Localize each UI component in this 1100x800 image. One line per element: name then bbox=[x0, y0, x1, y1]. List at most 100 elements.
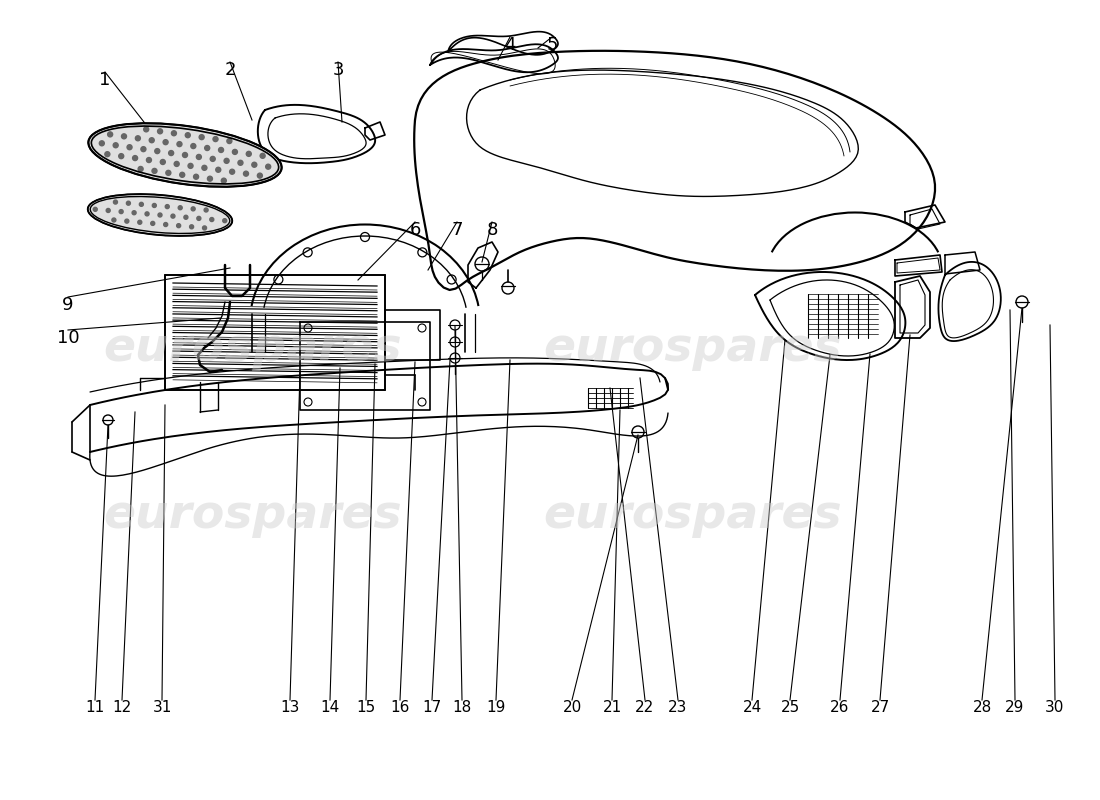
Circle shape bbox=[189, 225, 194, 229]
Circle shape bbox=[145, 212, 149, 216]
Circle shape bbox=[221, 178, 227, 183]
Text: 8: 8 bbox=[486, 221, 497, 239]
Text: 2: 2 bbox=[224, 61, 235, 79]
Circle shape bbox=[197, 154, 201, 159]
Circle shape bbox=[138, 220, 142, 224]
Text: 20: 20 bbox=[562, 701, 582, 715]
Circle shape bbox=[119, 154, 123, 158]
Circle shape bbox=[224, 158, 229, 163]
Text: eurospares: eurospares bbox=[103, 326, 403, 370]
Text: 17: 17 bbox=[422, 701, 441, 715]
Circle shape bbox=[158, 213, 162, 217]
Circle shape bbox=[232, 150, 238, 154]
Circle shape bbox=[121, 134, 126, 139]
Circle shape bbox=[266, 164, 271, 169]
Circle shape bbox=[243, 171, 249, 176]
Circle shape bbox=[199, 134, 205, 140]
Circle shape bbox=[151, 222, 155, 226]
Text: 30: 30 bbox=[1045, 701, 1065, 715]
Text: eurospares: eurospares bbox=[543, 326, 843, 370]
Text: 5: 5 bbox=[547, 36, 558, 54]
Circle shape bbox=[238, 160, 243, 166]
Circle shape bbox=[139, 166, 143, 171]
Ellipse shape bbox=[88, 194, 232, 236]
Circle shape bbox=[190, 143, 196, 149]
Text: 26: 26 bbox=[830, 701, 849, 715]
Circle shape bbox=[202, 166, 207, 170]
Circle shape bbox=[155, 149, 160, 154]
Circle shape bbox=[230, 170, 234, 174]
Text: 27: 27 bbox=[870, 701, 890, 715]
Circle shape bbox=[202, 226, 207, 230]
Circle shape bbox=[174, 162, 179, 166]
Text: 18: 18 bbox=[452, 701, 472, 715]
Circle shape bbox=[177, 224, 180, 228]
Circle shape bbox=[99, 141, 104, 146]
Circle shape bbox=[135, 136, 141, 141]
Circle shape bbox=[185, 133, 190, 138]
Circle shape bbox=[133, 155, 138, 161]
Circle shape bbox=[146, 158, 152, 162]
Circle shape bbox=[165, 205, 169, 209]
Text: eurospares: eurospares bbox=[543, 494, 843, 538]
Text: 11: 11 bbox=[86, 701, 104, 715]
Circle shape bbox=[104, 152, 110, 157]
Text: 3: 3 bbox=[332, 61, 343, 79]
Circle shape bbox=[126, 202, 131, 206]
Circle shape bbox=[227, 138, 232, 143]
Circle shape bbox=[144, 127, 148, 132]
Circle shape bbox=[119, 210, 123, 214]
Text: 6: 6 bbox=[409, 221, 420, 239]
Text: 22: 22 bbox=[636, 701, 654, 715]
Text: eurospares: eurospares bbox=[103, 494, 403, 538]
Circle shape bbox=[172, 130, 176, 136]
Circle shape bbox=[163, 140, 168, 145]
Circle shape bbox=[246, 151, 251, 156]
Circle shape bbox=[141, 146, 146, 152]
Text: 1: 1 bbox=[99, 71, 111, 89]
Circle shape bbox=[188, 163, 192, 168]
Circle shape bbox=[191, 207, 195, 211]
Circle shape bbox=[219, 147, 223, 153]
Circle shape bbox=[170, 214, 175, 218]
Circle shape bbox=[210, 156, 216, 162]
Circle shape bbox=[177, 142, 182, 146]
Circle shape bbox=[113, 200, 118, 204]
Circle shape bbox=[108, 132, 112, 137]
Text: 7: 7 bbox=[451, 221, 463, 239]
Text: 23: 23 bbox=[669, 701, 688, 715]
Circle shape bbox=[213, 137, 218, 142]
Circle shape bbox=[205, 146, 210, 150]
Circle shape bbox=[216, 167, 221, 172]
Text: 28: 28 bbox=[972, 701, 991, 715]
Circle shape bbox=[150, 138, 154, 142]
Circle shape bbox=[197, 216, 201, 220]
Circle shape bbox=[140, 202, 143, 206]
Circle shape bbox=[107, 209, 110, 213]
Text: 10: 10 bbox=[57, 329, 79, 347]
Circle shape bbox=[257, 173, 263, 178]
Circle shape bbox=[161, 159, 165, 165]
Circle shape bbox=[205, 208, 208, 212]
Circle shape bbox=[166, 170, 170, 175]
Text: 9: 9 bbox=[63, 296, 74, 314]
Circle shape bbox=[210, 218, 213, 222]
Circle shape bbox=[132, 210, 136, 214]
Circle shape bbox=[112, 218, 115, 222]
Text: 31: 31 bbox=[152, 701, 172, 715]
Text: 19: 19 bbox=[486, 701, 506, 715]
Circle shape bbox=[179, 172, 185, 178]
Circle shape bbox=[157, 129, 163, 134]
Circle shape bbox=[152, 169, 157, 174]
Circle shape bbox=[183, 153, 187, 158]
Circle shape bbox=[152, 203, 156, 207]
Circle shape bbox=[252, 162, 256, 167]
Text: 24: 24 bbox=[742, 701, 761, 715]
Ellipse shape bbox=[88, 123, 282, 186]
Circle shape bbox=[208, 176, 212, 182]
Circle shape bbox=[184, 215, 188, 219]
Circle shape bbox=[113, 142, 118, 148]
Text: 16: 16 bbox=[390, 701, 409, 715]
Circle shape bbox=[168, 150, 174, 155]
Circle shape bbox=[164, 222, 167, 226]
